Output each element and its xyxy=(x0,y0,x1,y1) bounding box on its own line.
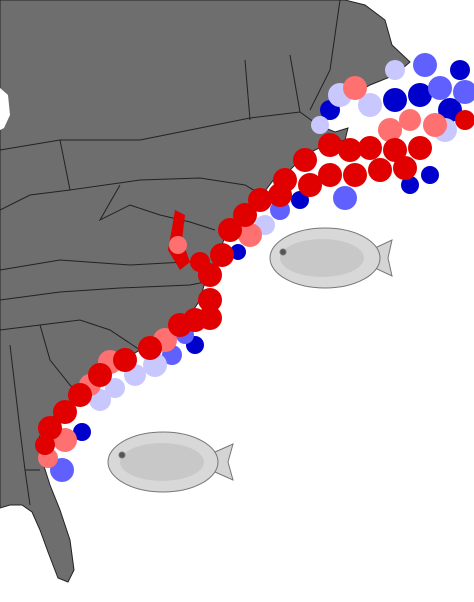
border xyxy=(59,139,263,196)
circle xyxy=(378,118,402,142)
circle xyxy=(293,148,317,172)
fish-1 xyxy=(269,227,393,289)
circle xyxy=(455,110,474,130)
circles-red xyxy=(35,110,474,455)
circle xyxy=(428,76,452,100)
circle xyxy=(168,313,192,337)
circle xyxy=(105,378,125,398)
survey-circles xyxy=(35,53,474,482)
circle xyxy=(393,156,417,180)
circle xyxy=(383,88,407,112)
circle xyxy=(248,188,272,212)
circle xyxy=(423,113,447,137)
circle xyxy=(311,116,329,134)
circle xyxy=(68,383,92,407)
circle xyxy=(169,236,187,254)
circle xyxy=(268,183,292,207)
circle xyxy=(233,203,257,227)
circle xyxy=(218,218,242,242)
circle xyxy=(338,138,362,162)
circle xyxy=(383,138,407,162)
circle xyxy=(318,133,342,157)
circle xyxy=(238,223,262,247)
circle xyxy=(88,363,112,387)
circle xyxy=(298,173,322,197)
fish-eye xyxy=(279,248,287,256)
circles-dark-blue xyxy=(73,60,470,441)
fish-pattern xyxy=(280,239,364,277)
circle xyxy=(35,435,55,455)
fish-eye xyxy=(118,451,126,459)
circles-light-red xyxy=(38,76,447,468)
circle xyxy=(368,158,392,182)
circle xyxy=(198,288,222,312)
state-borders xyxy=(0,0,341,506)
border xyxy=(244,0,341,121)
circle xyxy=(421,166,439,184)
great-lake xyxy=(0,88,10,130)
circle xyxy=(450,60,470,80)
circle xyxy=(38,416,62,440)
circle xyxy=(73,423,91,441)
border xyxy=(0,319,141,351)
circle xyxy=(343,163,367,187)
circle xyxy=(190,252,210,272)
circle xyxy=(413,53,437,77)
fish-pattern xyxy=(120,443,204,481)
circle xyxy=(399,109,421,131)
border xyxy=(0,281,206,301)
circle xyxy=(385,60,405,80)
circle xyxy=(53,400,77,424)
circle xyxy=(113,348,137,372)
border xyxy=(0,184,216,231)
circle xyxy=(318,163,342,187)
circle xyxy=(333,186,357,210)
circle xyxy=(453,80,474,104)
circle xyxy=(210,243,234,267)
circle xyxy=(358,136,382,160)
circle xyxy=(408,136,432,160)
circle xyxy=(230,244,246,260)
circle xyxy=(138,336,162,360)
circle xyxy=(358,93,382,117)
fish-2 xyxy=(107,431,234,493)
circle xyxy=(343,76,367,100)
circle xyxy=(408,83,432,107)
circle xyxy=(401,176,419,194)
